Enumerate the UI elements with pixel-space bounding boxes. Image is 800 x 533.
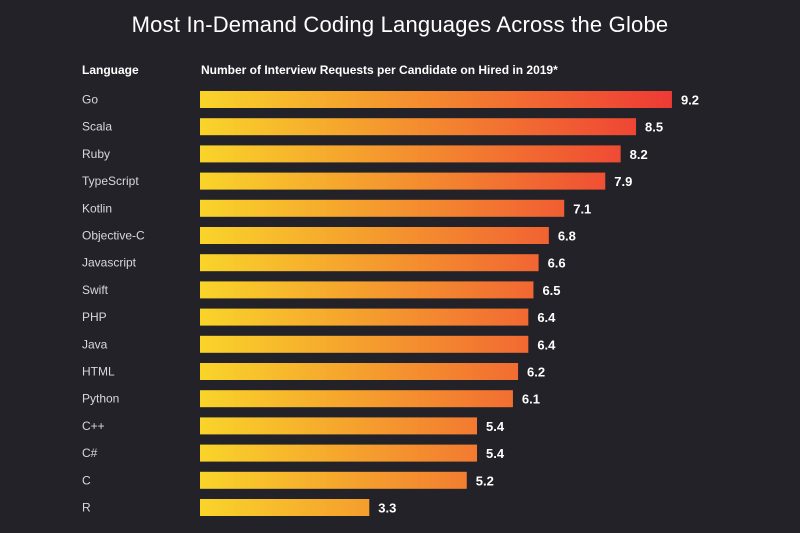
value-label-java: 6.4 — [537, 337, 556, 352]
bar-c — [200, 471, 467, 489]
category-label-typescript: TypeScript — [82, 174, 139, 188]
value-label-objective-c: 6.8 — [558, 229, 576, 244]
category-label-javascript: Javascript — [82, 256, 137, 270]
category-label-swift: Swift — [82, 283, 109, 297]
value-label-csharp: 5.4 — [486, 446, 505, 461]
bar-csharp — [200, 444, 478, 462]
bar-cplusplus — [200, 417, 478, 435]
value-label-kotlin: 7.1 — [573, 201, 591, 216]
value-label-swift: 6.5 — [542, 283, 560, 298]
bar-go — [200, 91, 672, 108]
value-label-typescript: 7.9 — [614, 174, 632, 189]
value-label-cplusplus: 5.4 — [486, 419, 505, 434]
bar-php — [200, 308, 529, 326]
bar-typescript — [200, 172, 606, 190]
category-label-python: Python — [82, 392, 119, 406]
value-label-go: 9.2 — [681, 93, 699, 108]
category-label-go: Go — [82, 93, 98, 107]
category-label-csharp: C# — [82, 446, 98, 460]
value-label-scala: 8.5 — [645, 120, 663, 135]
bar-swift — [200, 281, 534, 299]
value-label-php: 6.4 — [537, 310, 556, 325]
category-label-c: C — [82, 473, 91, 487]
category-column-header: Language — [82, 63, 139, 77]
chart-title: Most In-Demand Coding Languages Across t… — [131, 12, 669, 37]
category-label-cplusplus: C++ — [82, 419, 105, 433]
bar-java — [200, 335, 529, 353]
value-label-ruby: 8.2 — [630, 147, 648, 162]
category-label-kotlin: Kotlin — [82, 201, 112, 215]
category-label-r: R — [82, 501, 91, 515]
category-label-php: PHP — [82, 310, 107, 324]
category-label-ruby: Ruby — [82, 147, 110, 161]
bar-html — [200, 363, 519, 380]
value-column-header: Number of Interview Requests per Candida… — [201, 63, 558, 77]
category-label-java: Java — [82, 337, 108, 351]
bar-scala — [200, 118, 637, 136]
bar-ruby — [200, 145, 621, 163]
bar-javascript — [200, 254, 539, 272]
value-label-html: 6.2 — [527, 365, 545, 380]
category-label-scala: Scala — [82, 120, 112, 134]
category-label-html: HTML — [82, 365, 115, 379]
value-label-python: 6.1 — [522, 392, 540, 407]
bar-r — [200, 499, 370, 516]
value-label-c: 5.2 — [476, 473, 494, 488]
bar-objective-c — [200, 227, 549, 244]
bar-group: Go 9.2 Scala 8.5 Ruby 8.2 TypeScript 7.9 Kotlin 7… — [82, 91, 699, 516]
bar-kotlin — [200, 199, 565, 217]
value-label-javascript: 6.6 — [548, 256, 566, 271]
value-label-r: 3.3 — [378, 501, 396, 516]
bar-python — [200, 390, 513, 408]
category-label-objective-c: Objective-C — [82, 229, 145, 243]
